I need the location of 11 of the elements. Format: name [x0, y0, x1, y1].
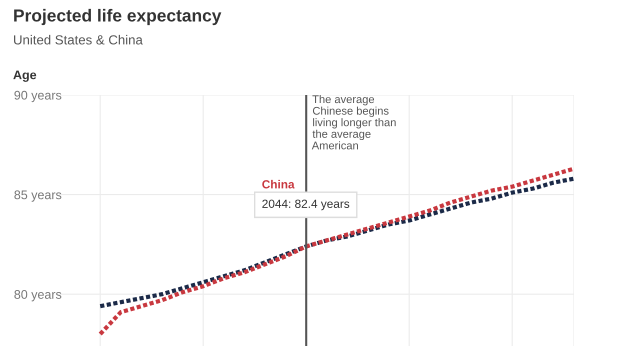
line-series: [98, 176, 574, 308]
text: China: [262, 180, 295, 189]
y-tick-label: 85 years: [14, 190, 62, 202]
annotation: The average Chinese begins living longer than the average American: [312, 95, 396, 150]
line-series: [98, 166, 574, 336]
chart-subtitle: United States & China: [14, 34, 143, 45]
annotation: 2044: 82.4 years: [262, 200, 350, 210]
y-tick-label: 90 years: [14, 90, 62, 102]
chart-title: Projected life expectancy: [14, 8, 222, 26]
y-tick-label: 80 years: [14, 290, 62, 302]
y-axis-title: Age: [13, 70, 36, 82]
